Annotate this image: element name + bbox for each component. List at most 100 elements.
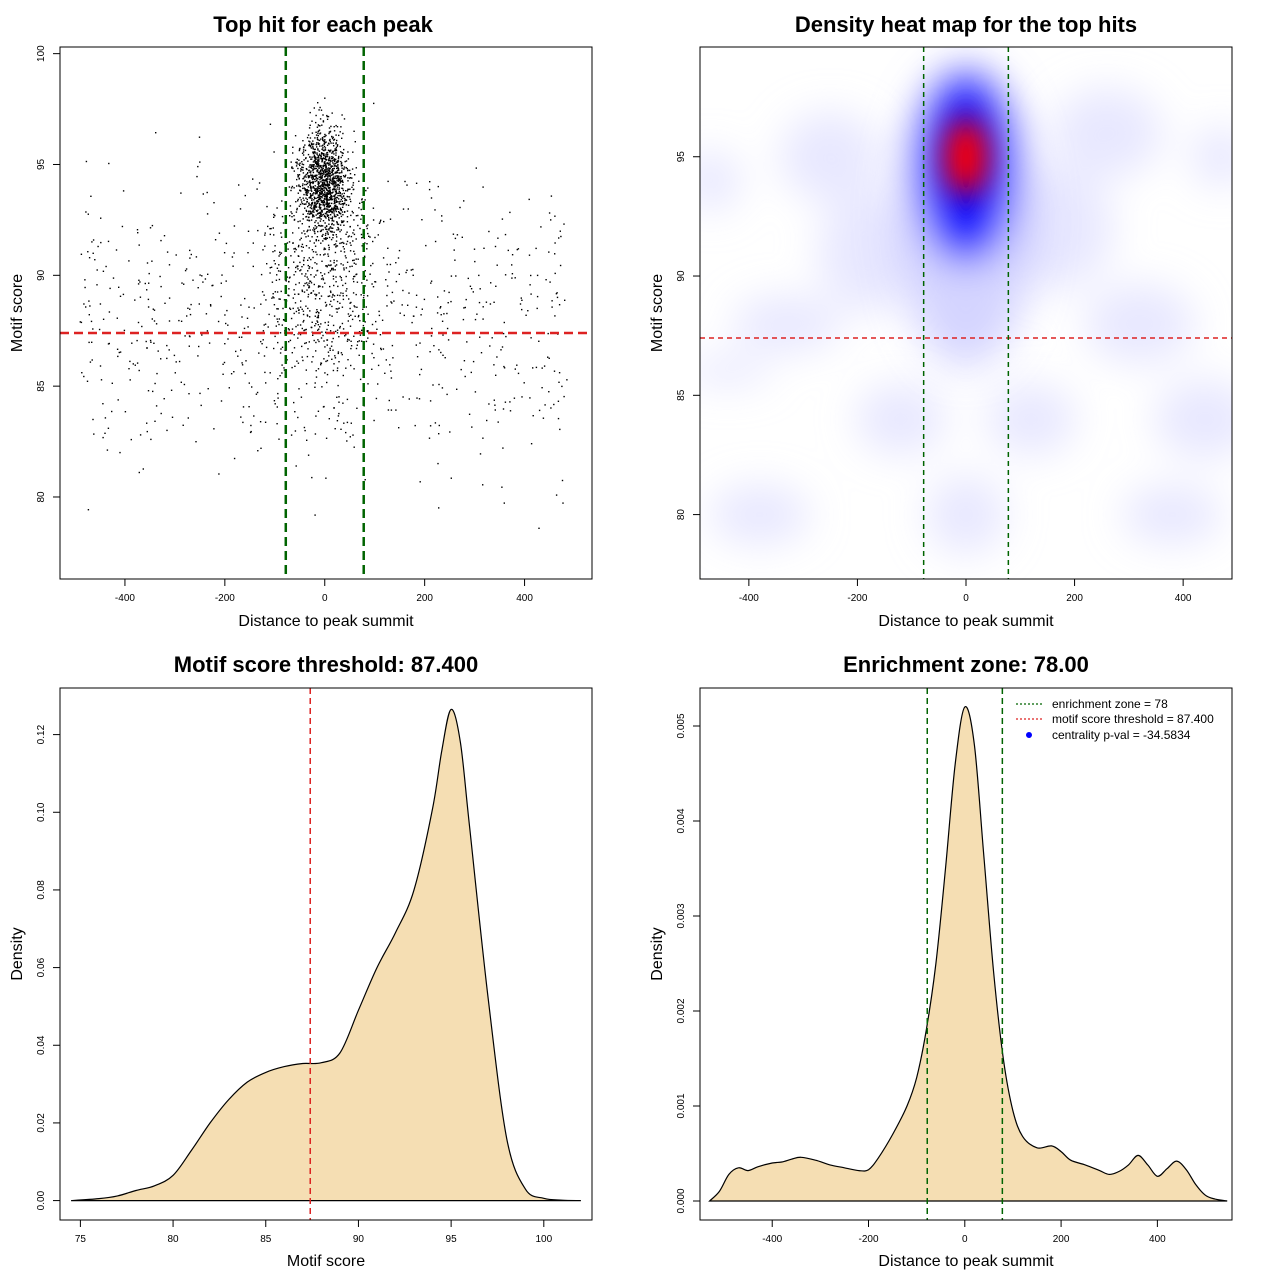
scatter-point [414, 424, 416, 427]
scatter-point [324, 207, 326, 209]
scatter-point [220, 282, 222, 284]
scatter-point [336, 126, 339, 128]
scatter-point [328, 248, 330, 251]
scatter-point [335, 240, 338, 242]
scatter-point [343, 166, 346, 168]
scatter-point [315, 131, 317, 133]
scatter-point [321, 211, 323, 213]
scatter-point [341, 114, 343, 116]
scatter-point [322, 114, 324, 116]
scatter-point [257, 229, 259, 232]
scatter-point [479, 336, 481, 338]
scatter-point [323, 157, 325, 160]
scatter-point [380, 219, 382, 221]
scatter-point [331, 196, 333, 198]
y-tick-label: 95 [36, 158, 47, 170]
scatter-point [421, 308, 423, 310]
scatter-point [326, 373, 329, 376]
scatter-point [160, 285, 162, 288]
scatter-point [331, 181, 334, 183]
density-line [71, 708, 581, 1202]
scatter-point [100, 241, 102, 244]
scatter-point [306, 355, 309, 358]
scatter-point [324, 372, 326, 374]
scatter-point [138, 279, 140, 281]
scatter-point [346, 340, 349, 342]
scatter-point [446, 312, 448, 315]
scatter-point [281, 364, 283, 366]
scatter-point [316, 153, 318, 156]
scatter-point [346, 216, 349, 218]
scatter-point [207, 388, 209, 390]
scatter-point [348, 188, 350, 191]
scatter-point [493, 399, 495, 401]
scatter-point [333, 163, 335, 165]
scatter-point [456, 388, 458, 390]
scatter-point [324, 321, 326, 324]
scatter-point [353, 188, 355, 191]
scatter-point [102, 403, 104, 405]
scatter-point [361, 199, 363, 201]
scatter-point [337, 158, 340, 160]
scatter-point [438, 383, 440, 386]
scatter-point [117, 355, 119, 358]
scatter-point [325, 165, 327, 167]
scatter-point [371, 283, 373, 285]
scatter-point [323, 204, 326, 206]
scatter-point [536, 307, 538, 310]
scatter-point [358, 354, 360, 356]
scatter-point [309, 207, 312, 209]
scatter-point [327, 210, 329, 213]
scatter-point [195, 441, 197, 443]
scatter-point [333, 284, 335, 287]
scatter-point [313, 107, 315, 109]
scatter-point [334, 206, 336, 208]
scatter-point [155, 405, 158, 407]
scatter-point [333, 207, 335, 209]
scatter-point [327, 190, 329, 192]
scatter-point [357, 214, 359, 217]
scatter-point [330, 194, 332, 197]
y-tick-label: 0.04 [36, 1035, 47, 1055]
scatter-point [397, 257, 400, 259]
scatter-point [318, 185, 320, 188]
scatter-point [317, 183, 319, 185]
scatter-point [282, 222, 285, 224]
scatter-point [288, 341, 290, 343]
scatter-point [294, 135, 297, 137]
scatter-point [92, 252, 94, 254]
scatter-point [312, 194, 314, 196]
scatter-point [514, 368, 516, 370]
scatter-point [342, 298, 345, 301]
scatter-point [319, 165, 322, 168]
scatter-point [482, 484, 484, 486]
scatter-point [317, 159, 319, 161]
scatter-point [337, 166, 339, 168]
scatter-point [276, 267, 279, 269]
scatter-point [274, 245, 276, 247]
scatter-point [262, 339, 264, 341]
scatter-point [320, 323, 322, 325]
scatter-point [224, 314, 226, 316]
scatter-point [315, 121, 317, 124]
x-tick-label: 0 [963, 593, 969, 604]
scatter-point [377, 234, 379, 236]
scatter-point [299, 189, 301, 192]
scatter-point [302, 359, 304, 362]
scatter-point [325, 141, 327, 143]
scatter-point [350, 301, 352, 304]
scatter-point [323, 358, 325, 360]
scatter-point [260, 340, 262, 343]
scatter-point [337, 229, 340, 231]
scatter-point [317, 368, 320, 370]
scatter-point [332, 369, 335, 372]
scatter-point [319, 125, 321, 127]
scatter-point [328, 164, 330, 166]
scatter-point [319, 170, 322, 172]
scatter-point [320, 278, 323, 280]
scatter-point [293, 289, 295, 291]
scatter-point [326, 195, 328, 197]
scatter-point [316, 189, 319, 191]
scatter-point [291, 166, 293, 168]
scatter-point [328, 203, 330, 205]
